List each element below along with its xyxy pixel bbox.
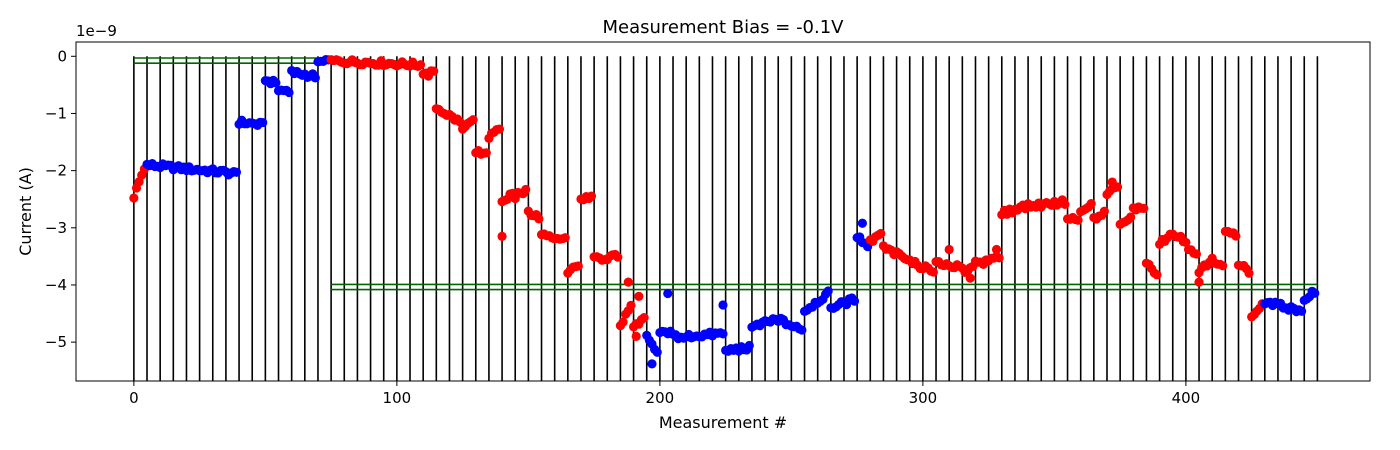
- data-point-red: [1231, 231, 1241, 241]
- data-point-red: [429, 66, 439, 76]
- data-point-red: [1073, 215, 1083, 225]
- data-point-red: [965, 273, 975, 283]
- x-tick-label: 100: [383, 389, 412, 407]
- data-point-blue: [1297, 306, 1307, 316]
- x-tick-label: 0: [129, 389, 139, 407]
- data-point-blue: [797, 325, 807, 335]
- x-axis-ticks: 0 100 200 300 400: [129, 381, 1200, 407]
- data-point-red: [1099, 206, 1109, 216]
- data-point-red: [534, 214, 544, 224]
- data-point-blue: [718, 300, 728, 310]
- data-points: [129, 55, 1320, 369]
- data-point-red: [1139, 203, 1149, 213]
- data-point-red: [1152, 270, 1162, 280]
- data-point-blue: [857, 218, 867, 228]
- data-point-blue: [823, 286, 833, 296]
- data-point-red: [1194, 277, 1204, 287]
- plot-frame: [75, 41, 1371, 382]
- data-point-blue: [284, 87, 294, 98]
- y-tick-label: −4: [45, 276, 67, 294]
- data-point-blue: [744, 340, 754, 351]
- data-point-red: [573, 261, 583, 271]
- data-point-red: [944, 244, 954, 255]
- data-point-blue: [271, 78, 281, 88]
- data-point-blue: [647, 359, 657, 369]
- data-point-red: [618, 317, 628, 327]
- data-point-red: [623, 277, 633, 287]
- data-point-blue: [310, 73, 320, 83]
- data-point-red: [494, 124, 505, 134]
- data-point-blue: [849, 296, 860, 306]
- x-tick-label: 300: [909, 389, 938, 407]
- data-point-blue: [231, 167, 242, 177]
- data-point-red: [634, 291, 644, 301]
- x-tick-label: 200: [646, 389, 675, 407]
- y-tick-label: −2: [45, 162, 67, 180]
- data-point-red: [1086, 198, 1096, 209]
- data-point-red: [560, 233, 570, 243]
- y-tick-label: −1: [45, 104, 67, 122]
- data-point-blue: [1310, 288, 1320, 298]
- y-axis-title: Current (A): [16, 167, 35, 256]
- data-point-red: [415, 60, 426, 70]
- data-point-blue: [652, 347, 662, 357]
- data-point-red: [1218, 261, 1228, 271]
- data-point-red: [586, 191, 597, 201]
- data-point-red: [1244, 268, 1254, 278]
- data-point-red: [876, 228, 886, 239]
- y-tick-label: 0: [57, 47, 67, 65]
- data-point-red: [1126, 212, 1136, 222]
- chart-title: Measurement Bias = -0.1V: [602, 17, 844, 38]
- data-point-red: [468, 115, 478, 125]
- data-point-red: [626, 300, 636, 310]
- data-point-red: [639, 312, 649, 323]
- data-point-red: [994, 253, 1004, 263]
- data-point-red: [1107, 177, 1117, 187]
- x-axis-title: Measurement #: [659, 413, 787, 432]
- data-point-blue: [718, 329, 728, 339]
- y-tick-label: −5: [45, 333, 67, 351]
- data-point-red: [1191, 249, 1202, 259]
- data-point-blue: [258, 117, 268, 128]
- data-point-red: [991, 244, 1002, 255]
- y-axis-offset-text: 1e−9: [76, 22, 117, 40]
- data-point-red: [497, 231, 507, 241]
- data-point-red: [521, 184, 531, 195]
- data-point-red: [129, 193, 139, 203]
- data-point-red: [928, 267, 939, 277]
- data-point-blue: [663, 288, 673, 299]
- boundary-lines: [133, 56, 1319, 381]
- y-axis-ticks: 0 −1 −2 −3 −4 −5: [45, 47, 76, 351]
- data-point-red: [613, 252, 623, 262]
- data-point-red: [481, 148, 491, 158]
- x-tick-label: 400: [1172, 389, 1201, 407]
- data-point-red: [1181, 237, 1191, 248]
- data-point-red: [631, 331, 641, 342]
- data-point-red: [1060, 199, 1070, 209]
- y-tick-label: −3: [45, 219, 67, 237]
